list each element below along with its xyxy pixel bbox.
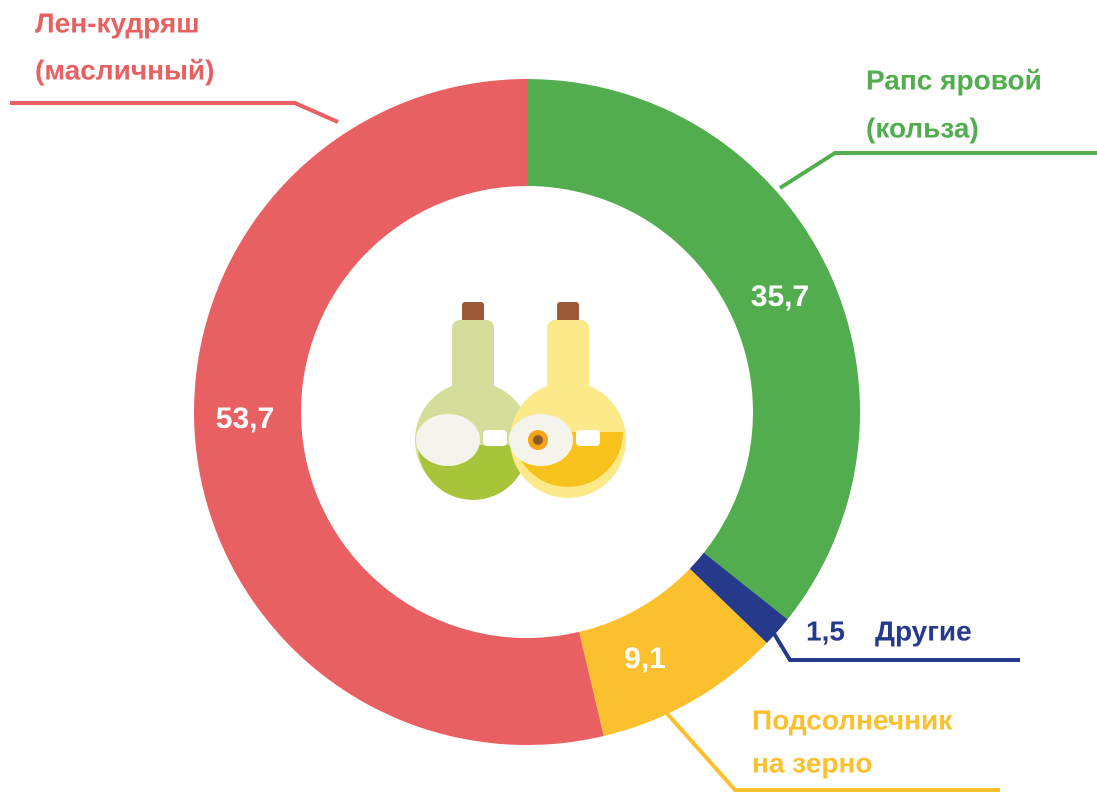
value-label: 1,5 — [806, 615, 845, 646]
leader-line — [10, 103, 338, 122]
category-label: Другие — [875, 615, 972, 646]
category-label: на зерно — [752, 747, 873, 778]
value-label: 53,7 — [216, 402, 274, 435]
chart: 35,7 Рапс яровой (кольза) 1,5 Другие 9,1 Подсо… — [0, 0, 1097, 793]
value-label: 35,7 — [751, 280, 809, 313]
category-label: (кольза) — [866, 112, 979, 143]
category-label: Рапс яровой — [866, 64, 1042, 95]
category-label: (масличный) — [35, 54, 214, 85]
oil-bottles-icon — [415, 302, 626, 500]
value-label: 9,1 — [624, 642, 666, 675]
category-label: Подсолнечник — [752, 704, 953, 735]
category-label: Лен-кудряш — [35, 7, 200, 38]
leader-line — [780, 153, 1097, 188]
